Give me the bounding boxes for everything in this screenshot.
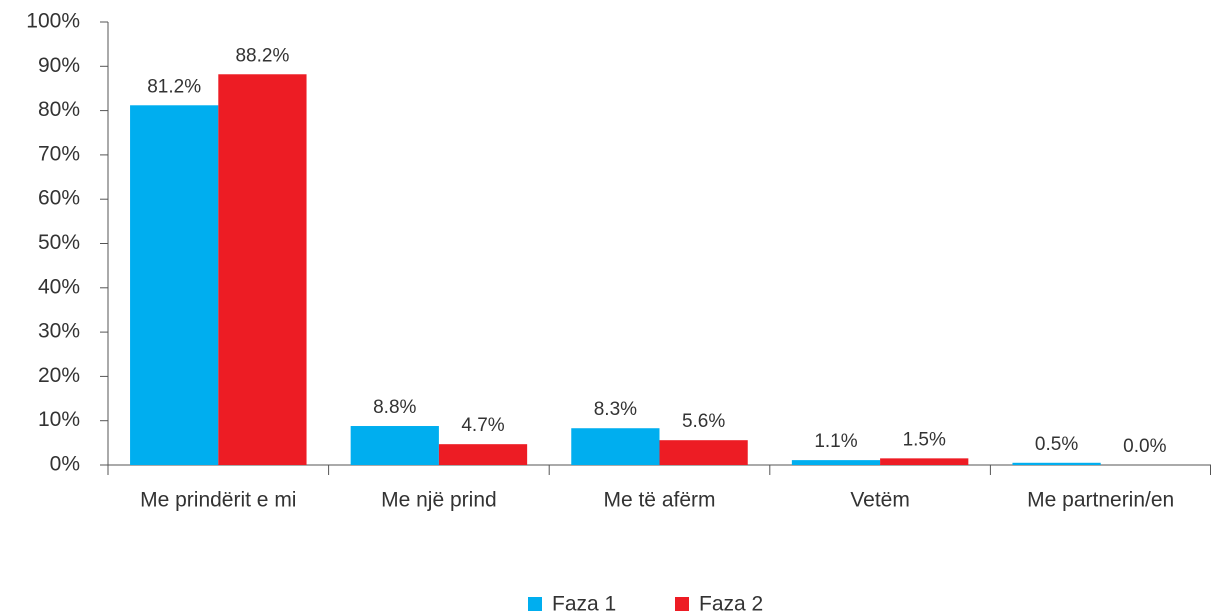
value-label: 4.7% xyxy=(461,415,504,436)
value-label: 0.5% xyxy=(1035,434,1078,455)
value-label: 88.2% xyxy=(235,45,289,66)
x-tick-label: Me të afërm xyxy=(603,489,715,512)
bar xyxy=(350,426,439,465)
legend-swatch xyxy=(528,597,542,611)
y-tick-label: 10% xyxy=(38,408,80,431)
bar xyxy=(218,74,307,466)
bar xyxy=(1012,462,1101,465)
bar xyxy=(659,440,748,465)
x-tick-label: Me prindërit e mi xyxy=(140,489,296,512)
value-label: 1.1% xyxy=(814,431,857,452)
x-tick-label: Vetëm xyxy=(850,489,910,512)
bar xyxy=(791,460,881,465)
x-tick-label: Me partnerin/en xyxy=(1027,489,1174,512)
bar xyxy=(880,458,969,465)
y-tick-label: 40% xyxy=(38,275,80,298)
y-tick-label: 60% xyxy=(38,187,80,210)
legend-label: Faza 1 xyxy=(552,593,616,615)
legend-label: Faza 2 xyxy=(699,593,763,615)
bar xyxy=(438,444,528,465)
y-tick-label: 50% xyxy=(38,231,80,254)
y-tick-label: 80% xyxy=(38,98,80,121)
y-tick-label: 30% xyxy=(38,320,80,343)
value-label: 8.8% xyxy=(373,397,416,418)
bar xyxy=(130,105,219,465)
legend-swatch xyxy=(675,597,689,611)
value-label: 5.6% xyxy=(682,411,725,432)
x-tick-label: Me një prind xyxy=(381,489,497,512)
y-tick-label: 70% xyxy=(38,142,80,165)
y-tick-label: 100% xyxy=(26,10,80,33)
value-label: 0.0% xyxy=(1123,436,1166,457)
value-label: 81.2% xyxy=(147,76,201,97)
value-label: 8.3% xyxy=(594,399,637,420)
y-tick-label: 0% xyxy=(50,453,80,476)
value-label: 1.5% xyxy=(903,429,946,450)
y-tick-label: 20% xyxy=(38,364,80,387)
bar xyxy=(571,428,660,465)
y-tick-label: 90% xyxy=(38,54,80,77)
